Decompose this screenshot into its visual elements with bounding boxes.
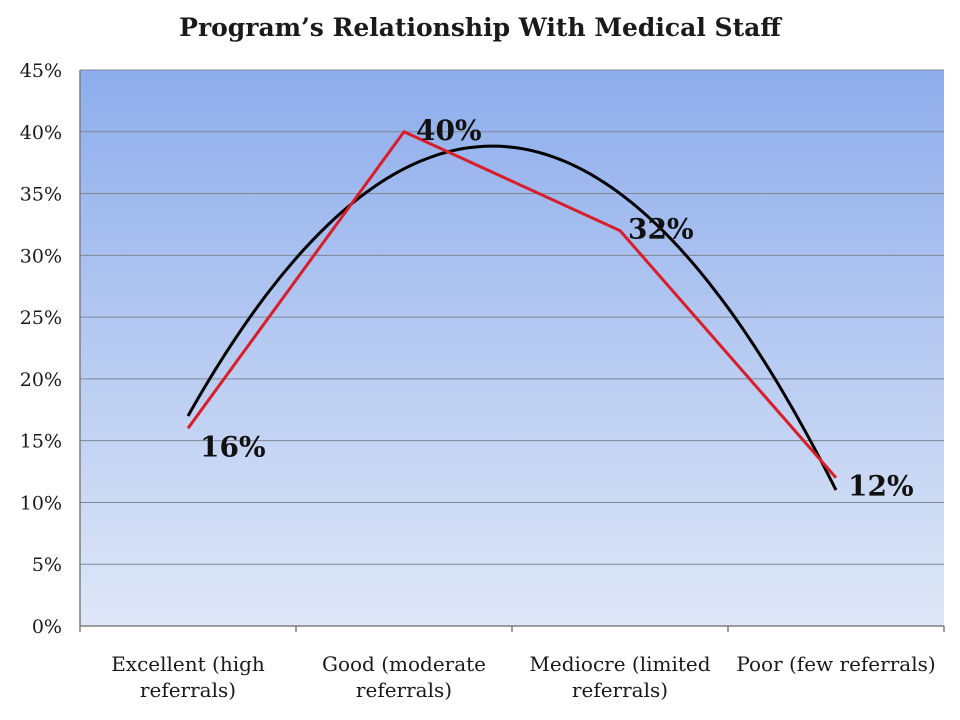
y-tick-label: 10%: [20, 492, 62, 514]
x-tick-label-line: referrals): [356, 678, 452, 702]
y-tick-label: 35%: [20, 184, 62, 206]
x-tick-label-line: referrals): [140, 678, 236, 702]
y-tick-label: 5%: [32, 554, 62, 576]
x-tick-label-line: referrals): [572, 678, 668, 702]
trendline: [186, 144, 838, 491]
x-tick-label: Poor (few referrals): [736, 652, 935, 676]
x-tick-label-line: Good (moderate: [322, 652, 486, 676]
data-label: 32%: [628, 213, 694, 246]
data-label: 12%: [848, 470, 914, 503]
y-tick-label: 45%: [20, 60, 62, 82]
y-tick-label: 20%: [20, 369, 62, 391]
x-tick-label-line: Poor (few referrals): [736, 652, 935, 676]
data-label: 16%: [200, 430, 266, 463]
y-tick-label: 15%: [20, 431, 62, 453]
series-line: [186, 130, 838, 479]
x-tick-label-line: Mediocre (limited: [529, 652, 710, 676]
y-tick-label: 0%: [32, 616, 62, 638]
y-tick-label: 30%: [20, 245, 62, 267]
x-tick-label-line: Excellent (high: [111, 652, 265, 676]
plot-area: [80, 70, 944, 626]
x-tick-label: Good (moderate referrals): [322, 652, 486, 702]
y-tick-label: 40%: [20, 122, 62, 144]
x-tick-label: Excellent (high referrals): [111, 652, 265, 702]
x-tick-label: Mediocre (limited referrals): [529, 652, 710, 702]
data-label: 40%: [416, 114, 482, 147]
y-tick-label: 25%: [20, 307, 62, 329]
chart-title: Program’s Relationship With Medical Staf…: [179, 13, 782, 42]
